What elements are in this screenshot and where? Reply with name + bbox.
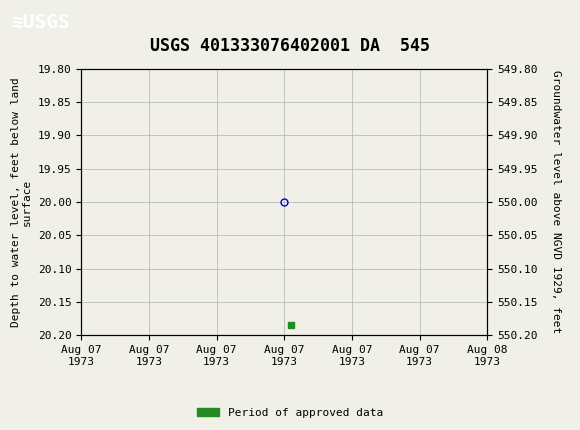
Y-axis label: Groundwater level above NGVD 1929, feet: Groundwater level above NGVD 1929, feet <box>552 71 561 334</box>
Y-axis label: Depth to water level, feet below land
surface: Depth to water level, feet below land su… <box>10 77 32 327</box>
Text: USGS 401333076402001 DA  545: USGS 401333076402001 DA 545 <box>150 37 430 55</box>
Text: ≋USGS: ≋USGS <box>12 13 70 32</box>
Legend: Period of approved data: Period of approved data <box>193 403 387 422</box>
